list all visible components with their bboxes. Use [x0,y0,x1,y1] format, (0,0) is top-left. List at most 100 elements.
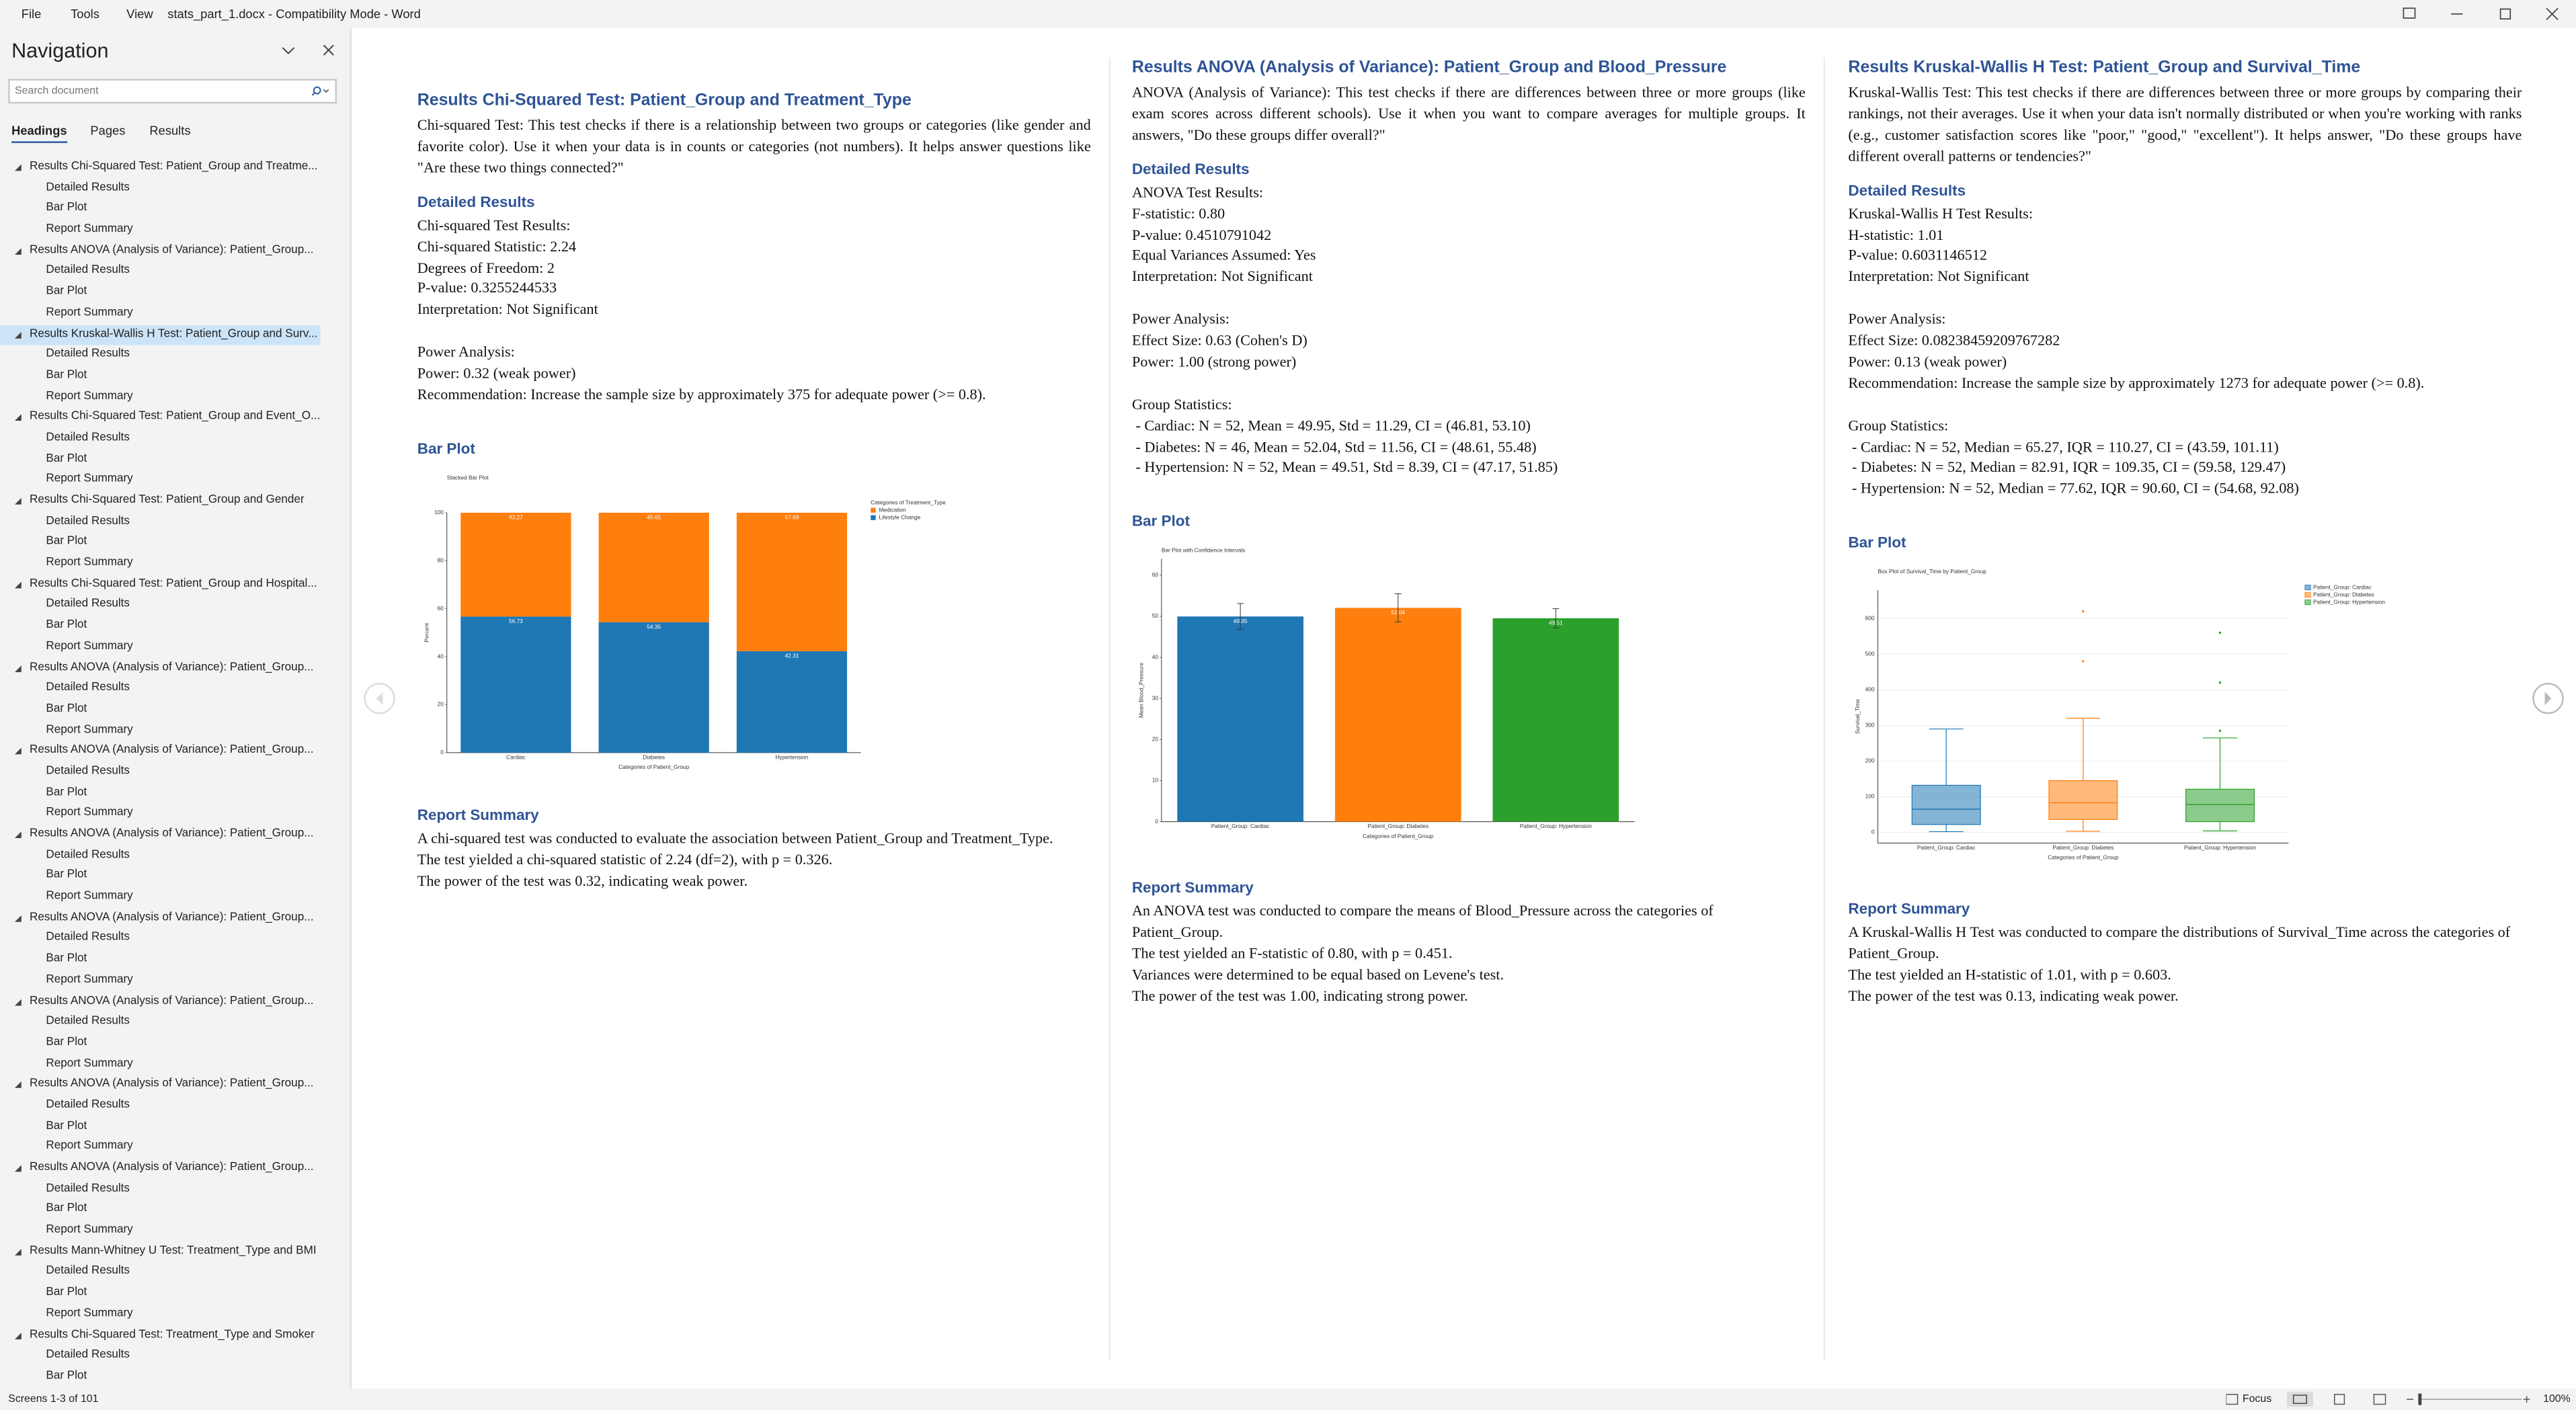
nav-heading-label[interactable]: Results Chi-Squared Test: Patient_Group … [29,411,321,423]
nav-heading[interactable]: Results ANOVA (Analysis of Variance): Pa… [0,741,348,762]
nav-heading[interactable]: Results ANOVA (Analysis of Variance): Pa… [0,658,348,679]
collapse-arrow[interactable] [14,247,22,255]
nav-subheading[interactable]: Detailed Results [46,932,130,944]
nav-controls[interactable] [279,41,345,60]
collapse-arrow[interactable] [14,665,22,671]
nav-heading-label[interactable]: Results ANOVA (Analysis of Variance): Pa… [29,1078,314,1090]
zoom-in[interactable] [2523,1396,2530,1403]
nav-subheading[interactable]: Report Summary [46,1224,133,1236]
nav-heading-label[interactable]: Results Chi-Squared Test: Patient_Group … [29,161,318,173]
nav-subheading[interactable]: Bar Plot [46,1036,87,1048]
nav-subheading[interactable]: Report Summary [46,390,133,403]
nav-subheading[interactable]: Bar Plot [46,286,87,298]
collapse-arrow[interactable] [14,915,22,922]
nav-heading[interactable]: Results Mann-Whitney U Test: Treatment_T… [0,1242,348,1263]
menu-tools[interactable]: Tools [71,6,99,22]
nav-heading-label[interactable]: Results ANOVA (Analysis of Variance): Pa… [29,745,314,757]
nav-subheading[interactable]: Detailed Results [46,765,130,778]
collapse-arrow[interactable] [14,1248,22,1255]
search-box[interactable]: Search document [8,79,337,104]
nav-subheading[interactable]: Detailed Results [46,849,130,861]
nav-subheading[interactable]: Report Summary [46,1307,133,1320]
nav-heading[interactable]: Results Chi-Squared Test: Patient_Group … [0,158,348,179]
collapse-arrow[interactable] [14,1081,22,1089]
search-icon[interactable] [309,84,331,99]
nav-subheading[interactable]: Detailed Results [46,1266,130,1278]
nav-heading-label[interactable]: Results Chi-Squared Test: Patient_Group … [29,578,317,590]
menu-file[interactable]: File [21,6,42,22]
nav-subheading[interactable]: Report Summary [46,306,133,319]
collapse-arrow[interactable] [14,748,22,755]
nav-subheading[interactable]: Bar Plot [46,620,87,632]
zoom-thumb[interactable] [2418,1393,2422,1405]
collapse-arrow[interactable] [14,831,22,839]
nav-subheading[interactable]: Detailed Results [46,181,130,194]
nav-heading-label[interactable]: Results Chi-Squared Test: Patient_Group … [29,495,305,507]
nav-subheading[interactable]: Report Summary [46,223,133,235]
nav-subheading[interactable]: Report Summary [46,1057,133,1069]
focus-icon[interactable] [2226,1394,2239,1405]
collapse-arrow[interactable] [14,1331,22,1339]
nav-heading[interactable]: Results ANOVA (Analysis of Variance): Pa… [0,1075,348,1096]
nav-subheading[interactable]: Report Summary [46,640,133,653]
nav-subheading[interactable]: Report Summary [46,1141,133,1153]
nav-subheading[interactable]: Bar Plot [46,1370,87,1382]
fullscreen-icon[interactable] [2403,7,2416,19]
nav-subheading[interactable]: Report Summary [46,890,133,903]
zoom-level[interactable]: 100% [2543,1393,2571,1405]
nav-heading[interactable]: Results Chi-Squared Test: Treatment_Type… [0,1325,348,1346]
nav-subheading[interactable]: Detailed Results [46,1015,130,1028]
nav-subheading[interactable]: Bar Plot [46,536,87,548]
nav-heading-label[interactable]: Results Chi-Squared Test: Treatment_Type… [29,1328,315,1341]
collapse-arrow[interactable] [14,1165,22,1172]
nav-subheading[interactable]: Report Summary [46,807,133,819]
nav-heading[interactable]: Results Kruskal-Wallis H Test: Patient_G… [0,324,321,345]
nav-close[interactable] [323,44,334,56]
nav-subheading[interactable]: Detailed Results [46,431,130,444]
nav-subheading[interactable]: Detailed Results [46,265,130,277]
web-layout[interactable] [2373,1394,2386,1405]
previous-screen-button[interactable] [363,682,396,715]
restore-icon[interactable] [2499,8,2511,19]
nav-subheading[interactable]: Detailed Results [46,515,130,528]
nav-heading-label[interactable]: Results ANOVA (Analysis of Variance): Pa… [29,244,314,256]
nav-heading[interactable]: Results ANOVA (Analysis of Variance): Pa… [0,241,348,262]
nav-subheading[interactable]: Bar Plot [46,703,87,715]
nav-heading-label[interactable]: Results ANOVA (Analysis of Variance): Pa… [29,828,314,840]
nav-subheading[interactable]: Report Summary [46,473,133,486]
nav-subheading[interactable]: Bar Plot [46,1203,87,1215]
close-icon[interactable] [2546,7,2559,20]
nav-subheading[interactable]: Report Summary [46,557,133,569]
nav-subheading[interactable]: Detailed Results [46,348,130,360]
nav-tab[interactable]: Pages [90,123,126,138]
nav-subheading[interactable]: Bar Plot [46,202,87,214]
nav-subheading[interactable]: Bar Plot [46,369,87,381]
nav-subheading[interactable]: Bar Plot [46,1120,87,1132]
collapse-arrow[interactable] [14,414,22,421]
nav-subheading[interactable]: Detailed Results [46,1349,130,1362]
nav-subheading[interactable]: Bar Plot [46,953,87,965]
nav-tab[interactable]: Headings [11,123,67,143]
nav-subheading[interactable]: Bar Plot [46,870,87,882]
nav-subheading[interactable]: Detailed Results [46,1099,130,1111]
collapse-arrow[interactable] [14,497,22,505]
nav-tab[interactable]: Results [149,123,191,138]
nav-heading[interactable]: Results ANOVA (Analysis of Variance): Pa… [0,825,348,846]
nav-heading-label[interactable]: Results ANOVA (Analysis of Variance): Pa… [29,995,314,1007]
nav-heading[interactable]: Results Chi-Squared Test: Patient_Group … [0,408,348,429]
collapse-arrow[interactable] [14,581,22,588]
nav-subheading[interactable]: Report Summary [46,974,133,986]
next-screen-button[interactable] [2532,682,2565,715]
nav-subheading[interactable]: Detailed Results [46,682,130,694]
collapse-arrow[interactable] [14,331,22,338]
collapse-arrow[interactable] [14,998,22,1005]
nav-heading-label[interactable]: Results Kruskal-Wallis H Test: Patient_G… [29,327,318,339]
collapse-arrow[interactable] [14,164,22,171]
nav-subheading[interactable]: Detailed Results [46,1182,130,1194]
nav-subheading[interactable]: Bar Plot [46,452,87,465]
nav-heading-label[interactable]: Results ANOVA (Analysis of Variance): Pa… [29,661,314,673]
nav-options[interactable] [282,47,295,54]
nav-heading[interactable]: Results ANOVA (Analysis of Variance): Pa… [0,909,348,929]
read-mode[interactable] [2286,1392,2313,1407]
view-controls[interactable] [2226,1392,2530,1408]
